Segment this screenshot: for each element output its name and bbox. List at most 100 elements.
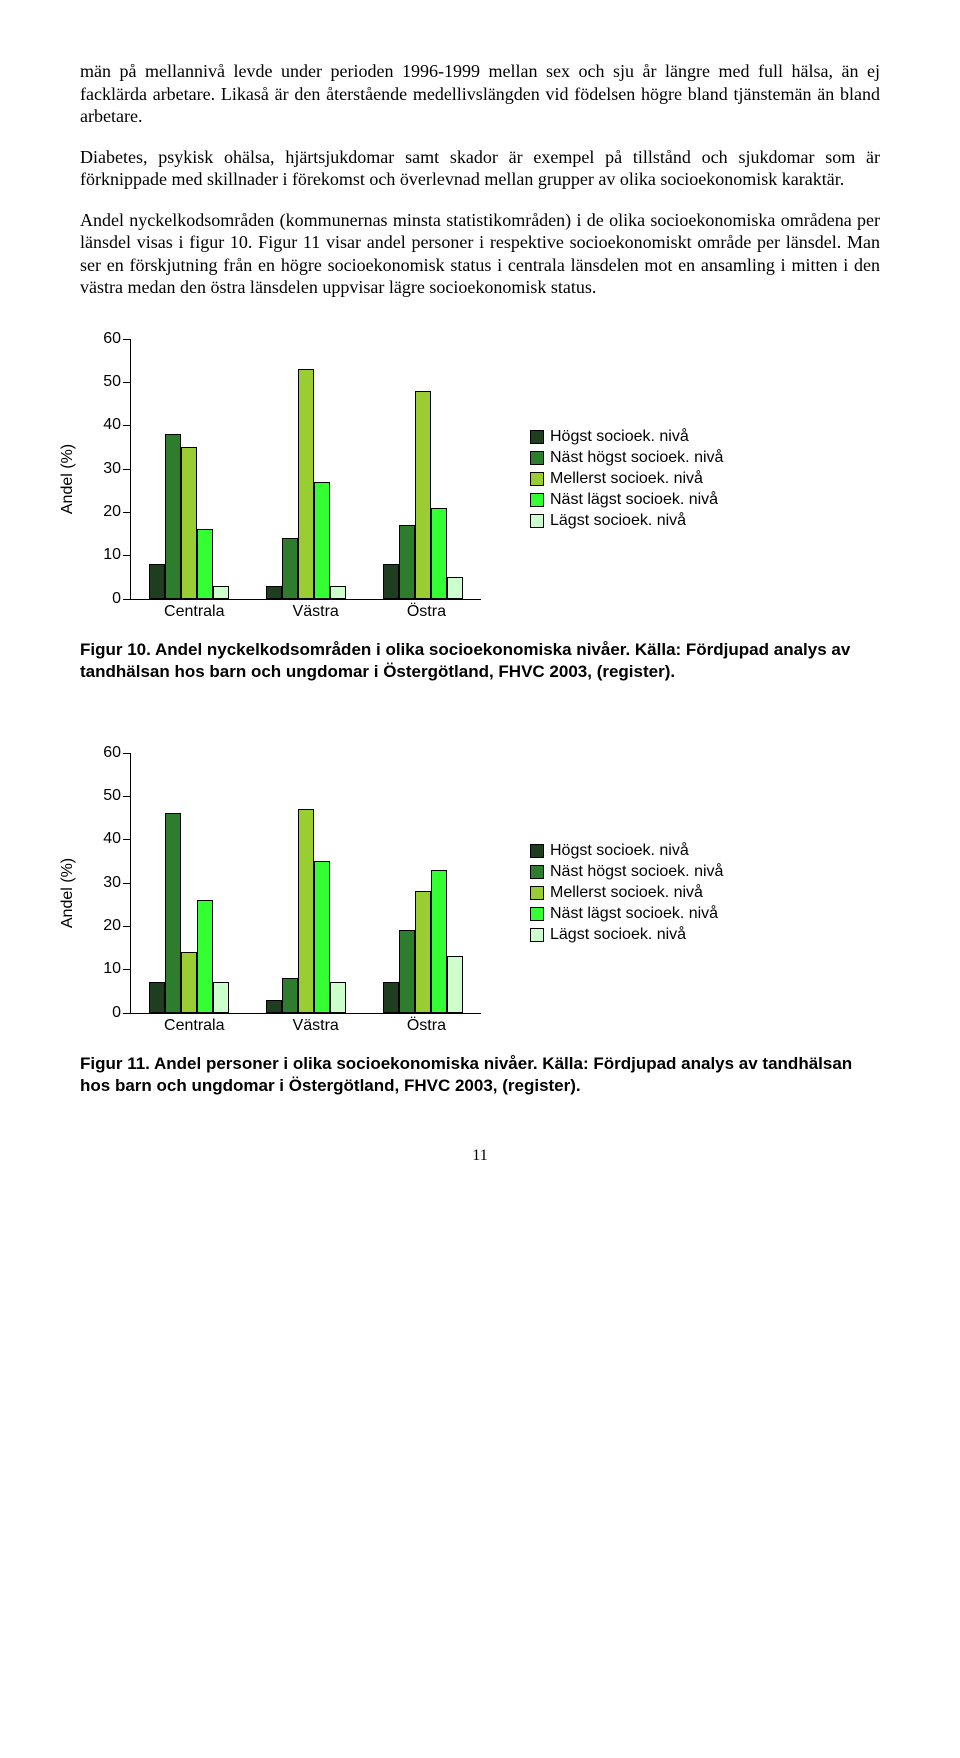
legend-label: Näst lägst socioek. nivå <box>550 491 718 509</box>
legend-swatch <box>530 472 544 486</box>
figure-10: Andel (%) 0102030405060 CentralaVästraÖs… <box>80 329 880 683</box>
bar <box>447 577 463 599</box>
figure-11: Andel (%) 0102030405060 CentralaVästraÖs… <box>80 743 880 1097</box>
legend-item: Lägst socioek. nivå <box>530 512 723 530</box>
bar <box>298 809 314 1013</box>
legend-item: Näst högst socioek. nivå <box>530 863 723 881</box>
bar <box>431 870 447 1013</box>
legend-label: Näst högst socioek. nivå <box>550 863 723 881</box>
legend-item: Högst socioek. nivå <box>530 842 723 860</box>
legend-swatch <box>530 865 544 879</box>
paragraph-1: män på mellannivå levde under perioden 1… <box>80 60 880 128</box>
xtick-label: Östra <box>407 603 446 621</box>
ytick <box>123 599 131 600</box>
bar <box>149 982 165 1012</box>
ytick <box>123 339 131 340</box>
xtick-label: Centrala <box>164 1017 224 1035</box>
legend-item: Näst lägst socioek. nivå <box>530 905 723 923</box>
ytick <box>123 839 131 840</box>
bar <box>447 956 463 1012</box>
ytick-label: 50 <box>93 787 121 805</box>
ytick <box>123 796 131 797</box>
xtick-label: Västra <box>293 603 339 621</box>
ytick <box>123 382 131 383</box>
bar-group <box>149 813 229 1012</box>
legend-label: Mellerst socioek. nivå <box>550 884 703 902</box>
legend-swatch <box>530 886 544 900</box>
bar <box>314 482 330 599</box>
xtick-label: Centrala <box>164 603 224 621</box>
ytick-label: 40 <box>93 830 121 848</box>
bar-group <box>149 434 229 599</box>
chart-11-legend: Högst socioek. nivå Näst högst socioek. n… <box>530 839 723 947</box>
bar <box>213 586 229 599</box>
ytick-label: 50 <box>93 373 121 391</box>
legend-label: Högst socioek. nivå <box>550 842 689 860</box>
ytick-label: 10 <box>93 546 121 564</box>
legend-swatch <box>530 493 544 507</box>
paragraph-2: Diabetes, psykisk ohälsa, hjärtsjukdomar… <box>80 146 880 191</box>
bar <box>431 508 447 599</box>
chart-10-area: Andel (%) 0102030405060 CentralaVästraÖs… <box>80 329 500 629</box>
ytick <box>123 555 131 556</box>
bar-group <box>383 391 463 599</box>
ytick <box>123 883 131 884</box>
ytick-label: 20 <box>93 503 121 521</box>
ytick-label: 0 <box>93 590 121 608</box>
bar <box>415 891 431 1012</box>
bar <box>383 982 399 1012</box>
legend-label: Näst lägst socioek. nivå <box>550 905 718 923</box>
legend-swatch <box>530 928 544 942</box>
ytick-label: 10 <box>93 960 121 978</box>
legend-item: Högst socioek. nivå <box>530 428 723 446</box>
ytick-label: 60 <box>93 330 121 348</box>
ytick <box>123 969 131 970</box>
bar <box>181 952 197 1013</box>
paragraph-3: Andel nyckelkodsområden (kommunernas min… <box>80 209 880 299</box>
bar <box>197 529 213 598</box>
bar <box>282 538 298 599</box>
bar-group <box>383 870 463 1013</box>
bar <box>330 586 346 599</box>
legend-item: Näst lägst socioek. nivå <box>530 491 723 509</box>
ytick-label: 30 <box>93 874 121 892</box>
page-number: 11 <box>80 1147 880 1165</box>
legend-swatch <box>530 430 544 444</box>
figure-11-caption: Figur 11. Andel personer i olika socioek… <box>80 1053 880 1097</box>
ytick <box>123 926 131 927</box>
xtick-label: Västra <box>293 1017 339 1035</box>
bar <box>197 900 213 1013</box>
bar <box>165 813 181 1012</box>
bar <box>181 447 197 599</box>
legend-label: Mellerst socioek. nivå <box>550 470 703 488</box>
bar <box>330 982 346 1012</box>
ytick-label: 60 <box>93 744 121 762</box>
chart-11-area: Andel (%) 0102030405060 CentralaVästraÖs… <box>80 743 500 1043</box>
legend-swatch <box>530 451 544 465</box>
legend-swatch <box>530 907 544 921</box>
legend-item: Mellerst socioek. nivå <box>530 470 723 488</box>
legend-label: Lägst socioek. nivå <box>550 926 686 944</box>
legend-item: Näst högst socioek. nivå <box>530 449 723 467</box>
legend-label: Högst socioek. nivå <box>550 428 689 446</box>
xtick-label: Östra <box>407 1017 446 1035</box>
ytick <box>123 1013 131 1014</box>
ytick-label: 40 <box>93 416 121 434</box>
bar <box>149 564 165 599</box>
figure-10-caption: Figur 10. Andel nyckelkodsområden i olik… <box>80 639 880 683</box>
bar <box>282 978 298 1013</box>
legend-item: Lägst socioek. nivå <box>530 926 723 944</box>
legend-label: Näst högst socioek. nivå <box>550 449 723 467</box>
legend-item: Mellerst socioek. nivå <box>530 884 723 902</box>
bar <box>266 1000 282 1013</box>
ytick <box>123 425 131 426</box>
bar-group <box>266 809 346 1013</box>
chart-10-ylabel: Andel (%) <box>59 443 77 513</box>
bar <box>266 586 282 599</box>
chart-11-ylabel: Andel (%) <box>59 858 77 928</box>
bar <box>298 369 314 599</box>
bar <box>399 525 415 599</box>
legend-swatch <box>530 514 544 528</box>
bar <box>399 930 415 1012</box>
legend-label: Lägst socioek. nivå <box>550 512 686 530</box>
